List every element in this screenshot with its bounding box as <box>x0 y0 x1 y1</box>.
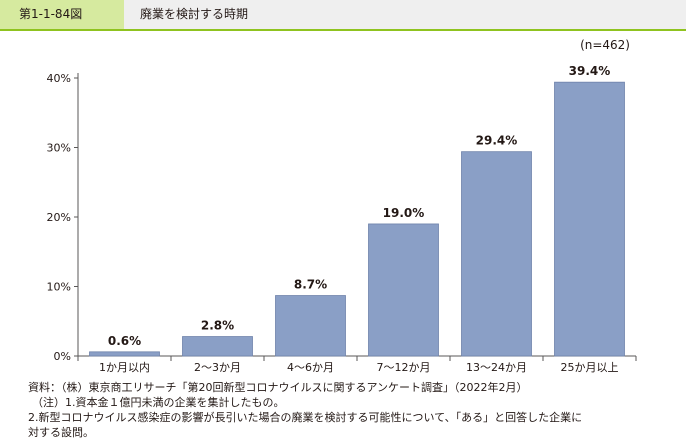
source-note: 資料：（株）東京商工リサーチ「第20回新型コロナウイルスに関するアンケート調査」… <box>28 381 528 394</box>
y-tick-label: 0% <box>54 350 71 363</box>
x-tick-label: 2～3か月 <box>194 361 241 374</box>
bar <box>275 295 346 357</box>
y-tick-label: 30% <box>47 142 71 155</box>
notes: 資料：（株）東京商工リサーチ「第20回新型コロナウイルスに関するアンケート調査」… <box>28 380 678 440</box>
figure-title: 廃業を検討する時期 <box>140 7 249 21</box>
data-label: 0.6% <box>108 334 141 348</box>
data-label: 39.4% <box>569 64 611 78</box>
bar-chart: (n=462) 0% 10% 20% 30% 40% 1か月以内 0.6% 2～3か月 2.8% 4… <box>47 38 637 374</box>
x-tick-label: 7～12か月 <box>377 361 431 374</box>
data-label: 19.0% <box>383 206 425 220</box>
figure-header: 第1-1-84図 廃業を検討する時期 <box>0 0 686 31</box>
note-1: （注）1.資本金１億円未満の企業を集計したもの。 <box>32 396 285 409</box>
bar <box>368 223 439 357</box>
data-label: 8.7% <box>294 278 327 292</box>
data-label: 29.4% <box>476 134 518 148</box>
note-2-continued: 対する設問。 <box>28 426 94 439</box>
x-tick-label: 13～24か月 <box>466 361 527 374</box>
sample-size-label: (n=462) <box>580 38 630 52</box>
data-label: 2.8% <box>201 319 234 333</box>
y-tick-label: 10% <box>47 281 71 294</box>
bar <box>461 151 532 357</box>
x-tick-label: 1か月以内 <box>99 360 150 374</box>
y-tick-label: 20% <box>47 211 71 224</box>
x-tick-label: 4～6か月 <box>287 361 334 374</box>
x-tick-label: 25か月以上 <box>561 361 619 374</box>
bar <box>554 81 625 357</box>
note-2: 2.新型コロナウイルス感染症の影響が長引いた場合の廃業を検討する可能性について、… <box>28 411 583 424</box>
y-tick-label: 40% <box>47 72 71 85</box>
bar <box>89 351 160 357</box>
bar <box>182 336 253 357</box>
figure-number: 第1-1-84図 <box>0 0 124 29</box>
